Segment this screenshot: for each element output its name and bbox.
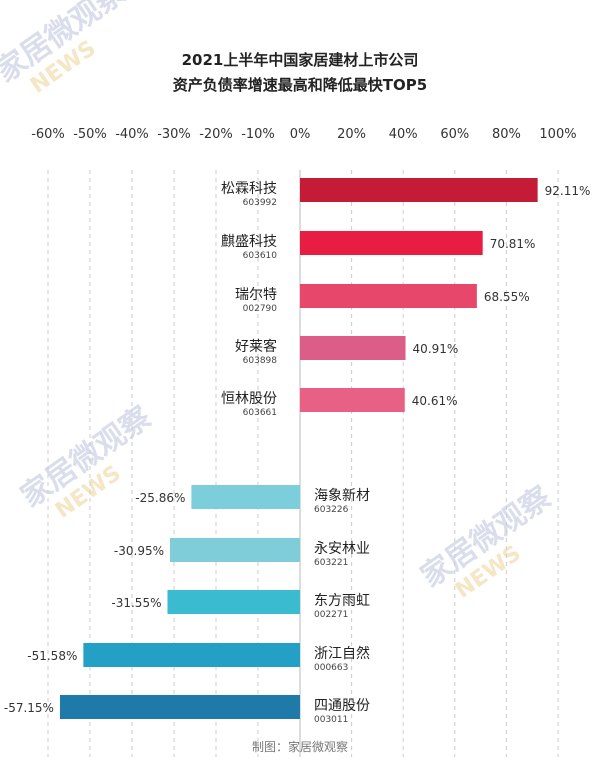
x-tick-label: -30% xyxy=(157,127,191,142)
stock-code: 603226 xyxy=(314,505,349,515)
category-name: 东方雨虹 xyxy=(314,593,370,609)
data-label: 40.61% xyxy=(412,394,458,408)
bar xyxy=(83,643,300,667)
category-name: 永安林业 xyxy=(314,541,370,557)
data-label: -30.95% xyxy=(114,544,164,558)
bar xyxy=(167,590,300,614)
data-label: -57.15% xyxy=(4,701,54,715)
data-label: 92.11% xyxy=(545,184,591,198)
x-tick-label: 20% xyxy=(337,127,366,142)
chart-title-line2: 资产负债率增速最高和降低最快TOP5 xyxy=(172,76,428,94)
stock-code: 603661 xyxy=(243,408,277,418)
category-name: 浙江自然 xyxy=(314,645,370,662)
x-tick-label: 100% xyxy=(539,127,576,142)
x-tick-label: 80% xyxy=(492,127,521,142)
x-tick-label: 60% xyxy=(440,127,469,142)
x-tick-label: -10% xyxy=(241,127,275,142)
bar xyxy=(170,538,300,562)
category-name: 恒林股份 xyxy=(221,391,277,407)
bar xyxy=(300,284,477,308)
stock-code: 603221 xyxy=(314,558,348,568)
category-name: 四通股份 xyxy=(314,698,370,714)
category-name: 好莱客 xyxy=(235,338,277,355)
x-tick-label: -60% xyxy=(31,127,65,142)
bar xyxy=(300,388,405,412)
category-name: 麒盛科技 xyxy=(221,234,277,250)
stock-code: 002790 xyxy=(243,304,278,314)
stock-code: 603898 xyxy=(243,356,278,366)
stock-code: 603610 xyxy=(243,251,278,261)
data-label: 40.91% xyxy=(413,342,459,356)
chart-source: 制图：家居微观察 xyxy=(251,740,348,754)
x-tick-label: -50% xyxy=(73,127,107,142)
stock-code: 000663 xyxy=(314,663,348,673)
bar xyxy=(300,231,483,255)
x-tick-label: 0% xyxy=(290,127,311,142)
data-label: -25.86% xyxy=(135,491,185,505)
bar xyxy=(300,178,538,202)
chart-title-line1: 2021上半年中国家居建材上市公司 xyxy=(181,51,419,69)
bar xyxy=(59,695,300,719)
stock-code: 002271 xyxy=(314,610,348,620)
stock-code: 003011 xyxy=(314,715,348,725)
stock-code: 603992 xyxy=(243,198,277,208)
bar xyxy=(300,336,406,360)
x-tick-label: 40% xyxy=(389,127,418,142)
category-name: 海象新材 xyxy=(314,488,370,504)
data-label: -31.55% xyxy=(111,596,161,610)
x-tick-label: -20% xyxy=(199,127,233,142)
data-label: 68.55% xyxy=(484,290,530,304)
data-label: -51.58% xyxy=(27,649,77,663)
x-tick-label: -40% xyxy=(115,127,149,142)
category-name: 松霖科技 xyxy=(221,181,277,197)
category-name: 瑞尔特 xyxy=(235,287,277,303)
data-label: 70.81% xyxy=(490,237,536,251)
bar xyxy=(191,485,300,509)
